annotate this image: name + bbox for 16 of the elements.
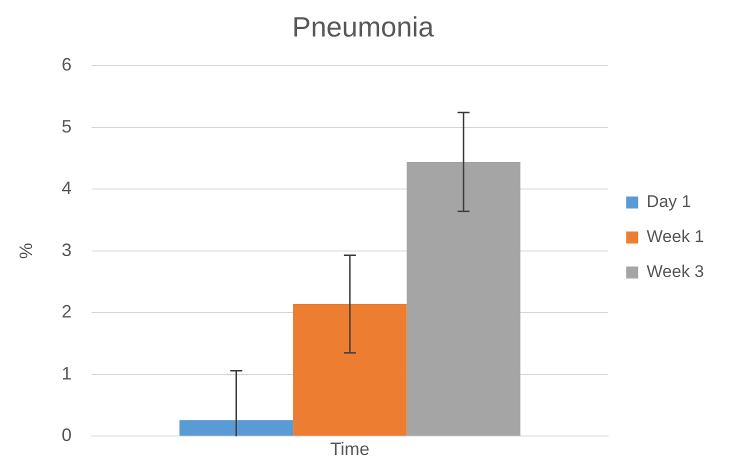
bar <box>406 162 520 436</box>
bar <box>293 304 407 436</box>
y-tick-label: 6 <box>62 54 72 75</box>
chart-title: Pneumonia <box>292 12 434 43</box>
y-tick-label: 5 <box>62 116 72 136</box>
y-tick-label: 0 <box>62 425 72 446</box>
legend-label: Week 1 <box>646 227 704 246</box>
bar <box>179 420 294 436</box>
y-tick-label: 4 <box>62 178 72 198</box>
y-tick-label: 1 <box>62 363 72 384</box>
legend-label: Week 3 <box>646 262 704 282</box>
y-tick-label: 3 <box>62 240 72 260</box>
y-tick-label: 2 <box>62 302 72 322</box>
y-axis-title: % <box>16 242 36 259</box>
legend-label: Day 1 <box>646 192 692 212</box>
x-tick-label: Time <box>330 438 370 459</box>
